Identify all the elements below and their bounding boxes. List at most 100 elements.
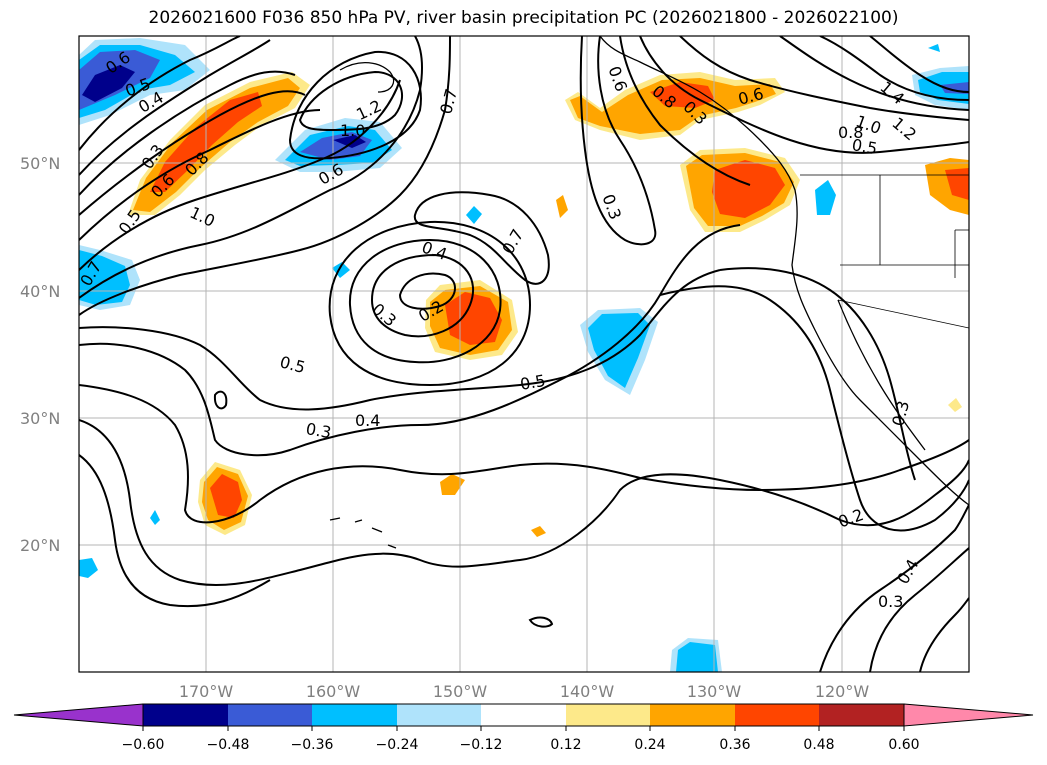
map-frame [78,35,970,673]
fill-pos-south-inner [210,474,242,518]
graticule [79,36,969,672]
colorbar-segment [735,704,819,726]
fill-neg-small2 [332,262,350,278]
colorbar-label: 0.12 [550,737,581,753]
contour-high-2 [288,50,422,160]
contour-mid-1 [79,224,741,457]
fill-pos-small3 [531,526,546,537]
lon-label-150w: 150°W [433,682,488,701]
colorbar-segment [481,704,566,726]
colorbar-segment [228,704,312,726]
colorbar-label: −0.12 [460,737,503,753]
map-layers: 0.6 0.5 0.4 0.3 0.5 0.6 0.8 1.0 0.7 1.2 … [79,36,969,672]
fill-pos-small2 [556,195,568,218]
lon-label-120w: 120°W [815,682,870,701]
colorbar-label: 0.36 [719,737,750,753]
contour-coastal-4 [869,547,969,672]
contour-label: 0.3 [878,592,903,611]
fill-neg-coast [815,180,836,215]
fill-neg-mid-core [588,313,650,388]
colorbar-label: −0.24 [376,737,419,753]
colorbar-label: −0.36 [291,737,334,753]
contour-east-1 [579,36,657,246]
colorbar: −0.60 −0.48 −0.36 −0.24 −0.12 0.12 0.24 … [13,703,1034,753]
fill-neg-small1 [466,206,482,224]
contour-east-7 [869,36,969,93]
fill-neg-south-core [676,642,718,672]
contour-east-2 [619,36,751,186]
contour-label: 0.3 [304,419,332,442]
lon-label-160w: 160°W [306,682,361,701]
fill-neg-small4 [928,44,940,52]
contour-high-1 [298,70,404,132]
contour-label: 0.8 [838,123,863,142]
contour-coastal-2 [719,267,916,481]
colorbar-extend-high [903,703,1034,727]
north-america-coast [599,36,969,506]
fill-pos-ne-inner [945,168,969,200]
contour-ne-2 [79,39,271,176]
colorbar-segment [819,704,904,726]
colorbar-segment [650,704,735,726]
lat-label-30n: 30°N [20,409,60,428]
colorbar-segment [143,704,228,726]
contour-ne-4 [79,90,306,216]
colorbar-label: −0.60 [122,737,165,753]
coastlines [329,36,969,549]
contour-label: 0.5 [519,371,547,394]
colorbar-segment [566,704,650,726]
contour-label: 0.5 [850,135,878,158]
pv-contours [79,36,969,672]
positive-anomaly-fills [128,72,969,537]
contour-mid-2 [79,269,721,411]
baja-peninsula [837,299,926,451]
colorbar-label: 0.24 [634,737,665,753]
contour-coastal-1 [659,285,969,532]
lon-label-130w: 130°W [687,682,742,701]
contour-small-2 [213,390,228,410]
fill-pos-coast-inner [712,160,785,218]
contour-south-1 [79,384,969,524]
alaska-islands [339,62,395,93]
fill-neg-nw-max [82,65,135,102]
lon-label-140w: 140°W [560,682,615,701]
colorbar-label: 0.48 [803,737,834,753]
contour-coastal-5 [919,597,969,672]
colorbar-label: −0.48 [207,737,250,753]
latitude-labels: 50°N 40°N 30°N 20°N [20,154,60,555]
contour-low-3 [348,238,502,364]
hawaiian-islands [329,517,397,549]
contour-ne-5 [79,109,321,241]
contour-low-4 [328,220,532,387]
contour-east-5 [779,36,969,111]
contour-label: 0.4 [355,411,380,430]
fill-neg-sw [79,558,98,578]
fill-pos-north-inner [650,82,715,108]
lat-label-50n: 50°N [20,154,60,173]
lon-label-170w: 170°W [179,682,234,701]
fill-neg-small3 [150,510,160,525]
colorbar-segment [397,704,481,726]
contour-south-2 [79,419,969,586]
colorbar-extend-low [13,703,144,727]
fill-pos-center-inner [445,292,502,345]
fill-pos-small4 [948,398,962,412]
contour-south-3 [79,454,271,608]
contour-label: 1.0 [340,121,365,140]
map-title: 2026021600 F036 850 hPa PV, river basin … [148,8,899,28]
lat-label-40n: 40°N [20,282,60,301]
state-borders [800,174,969,329]
contour-ne-8 [79,36,451,316]
contour-east-3 [639,36,969,154]
colorbar-outline [142,703,905,727]
contour-east-4 [679,36,969,121]
contour-low-1 [398,272,456,310]
lat-label-20n: 20°N [20,536,60,555]
contour-low-2 [370,253,475,338]
longitude-labels: 170°W 160°W 150°W 140°W 130°W 120°W [179,682,870,701]
contour-coastal-3 [819,504,969,672]
contour-ne-3 [79,70,296,196]
contour-small-1 [528,616,554,628]
colorbar-segment [312,704,397,726]
